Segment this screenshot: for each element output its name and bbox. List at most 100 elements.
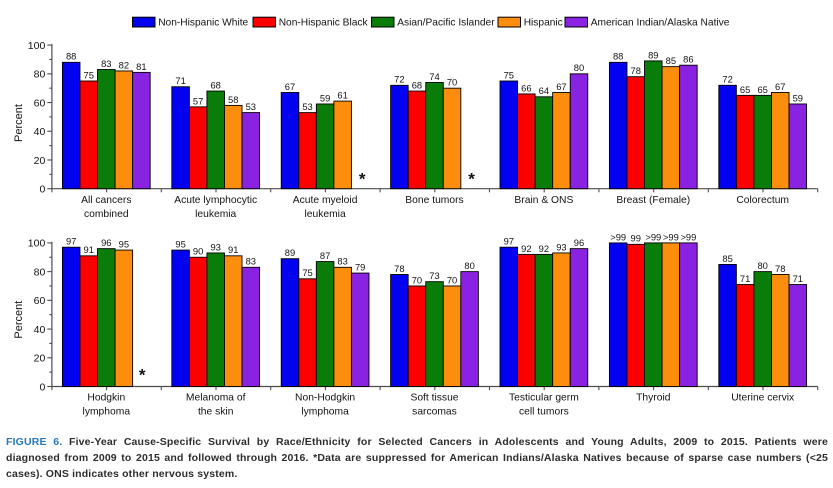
svg-text:lymphoma: lymphoma: [301, 407, 349, 418]
svg-text:>99: >99: [663, 231, 679, 242]
svg-text:72: 72: [722, 74, 732, 85]
svg-text:>99: >99: [610, 231, 626, 242]
svg-text:96: 96: [574, 237, 584, 248]
svg-text:Non-Hispanic Black: Non-Hispanic Black: [279, 18, 369, 29]
svg-text:93: 93: [556, 241, 566, 252]
svg-text:Breast (Female): Breast (Female): [616, 195, 690, 206]
svg-text:91: 91: [228, 244, 238, 255]
svg-text:American Indian/Alaska Native: American Indian/Alaska Native: [591, 18, 730, 29]
svg-text:67: 67: [775, 81, 785, 92]
svg-text:79: 79: [355, 261, 365, 272]
svg-text:93: 93: [210, 241, 220, 252]
svg-text:0: 0: [39, 381, 45, 393]
svg-text:80: 80: [34, 69, 46, 81]
svg-text:80: 80: [464, 260, 474, 271]
svg-text:combined: combined: [84, 209, 129, 220]
svg-text:71: 71: [740, 273, 750, 284]
svg-text:*: *: [139, 366, 146, 385]
svg-text:40: 40: [34, 324, 46, 336]
svg-text:40: 40: [34, 126, 46, 138]
svg-text:73: 73: [429, 270, 439, 281]
svg-text:70: 70: [412, 274, 422, 285]
svg-text:60: 60: [34, 295, 46, 307]
svg-text:Brain & ONS: Brain & ONS: [514, 195, 573, 206]
svg-text:89: 89: [648, 49, 658, 60]
svg-text:64: 64: [539, 85, 549, 96]
svg-text:91: 91: [84, 244, 94, 255]
svg-text:cell tumors: cell tumors: [519, 407, 569, 418]
svg-text:>99: >99: [680, 231, 696, 242]
svg-text:Thyroid: Thyroid: [636, 393, 671, 404]
svg-text:66: 66: [521, 82, 531, 93]
svg-text:sarcomas: sarcomas: [412, 407, 457, 418]
svg-text:*: *: [359, 169, 366, 188]
svg-text:58: 58: [228, 94, 238, 105]
svg-text:88: 88: [613, 51, 623, 62]
svg-text:80: 80: [574, 62, 584, 73]
svg-text:57: 57: [193, 95, 203, 106]
svg-text:65: 65: [740, 84, 750, 95]
svg-text:20: 20: [34, 155, 46, 167]
svg-text:Acute lymphocytic: Acute lymphocytic: [174, 195, 257, 206]
svg-text:99: 99: [631, 233, 641, 244]
svg-text:71: 71: [175, 75, 185, 86]
svg-text:Non-Hodgkin: Non-Hodgkin: [295, 393, 355, 404]
svg-text:95: 95: [119, 238, 129, 249]
svg-text:88: 88: [66, 51, 76, 62]
svg-text:78: 78: [394, 263, 404, 274]
svg-text:95: 95: [175, 238, 185, 249]
svg-text:86: 86: [683, 54, 693, 65]
svg-text:61: 61: [337, 90, 347, 101]
svg-text:Colorectum: Colorectum: [736, 195, 789, 206]
svg-text:67: 67: [556, 81, 566, 92]
svg-text:80: 80: [757, 260, 767, 271]
svg-text:97: 97: [504, 236, 514, 247]
svg-text:81: 81: [136, 61, 146, 72]
svg-text:70: 70: [447, 77, 457, 88]
svg-text:Asian/Pacific Islander: Asian/Pacific Islander: [397, 18, 495, 29]
svg-text:Hispanic: Hispanic: [524, 18, 563, 29]
svg-text:53: 53: [302, 101, 312, 112]
svg-text:70: 70: [447, 274, 457, 285]
svg-text:lymphoma: lymphoma: [83, 407, 131, 418]
svg-text:20: 20: [34, 353, 46, 365]
svg-text:89: 89: [285, 247, 295, 258]
svg-text:75: 75: [504, 69, 514, 80]
svg-text:78: 78: [631, 65, 641, 76]
svg-text:65: 65: [757, 84, 767, 95]
svg-text:78: 78: [775, 263, 785, 274]
svg-text:Percent: Percent: [13, 104, 25, 142]
svg-text:87: 87: [320, 250, 330, 261]
svg-text:>99: >99: [645, 231, 661, 242]
svg-text:92: 92: [539, 243, 549, 254]
svg-text:85: 85: [666, 55, 676, 66]
svg-text:75: 75: [84, 69, 94, 80]
svg-text:83: 83: [337, 256, 347, 267]
svg-text:0: 0: [39, 184, 45, 196]
svg-text:Acute myeloid: Acute myeloid: [293, 195, 358, 206]
svg-text:Melanoma of: Melanoma of: [186, 393, 246, 404]
svg-text:75: 75: [302, 267, 312, 278]
svg-text:53: 53: [246, 101, 256, 112]
svg-text:85: 85: [722, 253, 732, 264]
svg-text:96: 96: [101, 237, 111, 248]
svg-text:83: 83: [101, 58, 111, 69]
svg-text:All cancers: All cancers: [81, 195, 131, 206]
svg-text:Bone tumors: Bone tumors: [405, 195, 463, 206]
svg-text:*: *: [468, 169, 475, 188]
svg-text:74: 74: [429, 71, 439, 82]
svg-text:Testicular germ: Testicular germ: [509, 393, 579, 404]
svg-text:80: 80: [34, 266, 46, 278]
svg-text:82: 82: [119, 59, 129, 70]
svg-text:83: 83: [246, 256, 256, 267]
svg-text:92: 92: [521, 243, 531, 254]
svg-text:60: 60: [34, 97, 46, 109]
svg-text:100: 100: [28, 40, 46, 52]
svg-text:97: 97: [66, 236, 76, 247]
svg-text:67: 67: [285, 81, 295, 92]
svg-text:68: 68: [210, 79, 220, 90]
svg-text:Uterine cervix: Uterine cervix: [731, 393, 795, 404]
svg-text:90: 90: [193, 246, 203, 257]
svg-text:Non-Hispanic White: Non-Hispanic White: [158, 18, 248, 29]
svg-text:leukemia: leukemia: [304, 209, 345, 220]
